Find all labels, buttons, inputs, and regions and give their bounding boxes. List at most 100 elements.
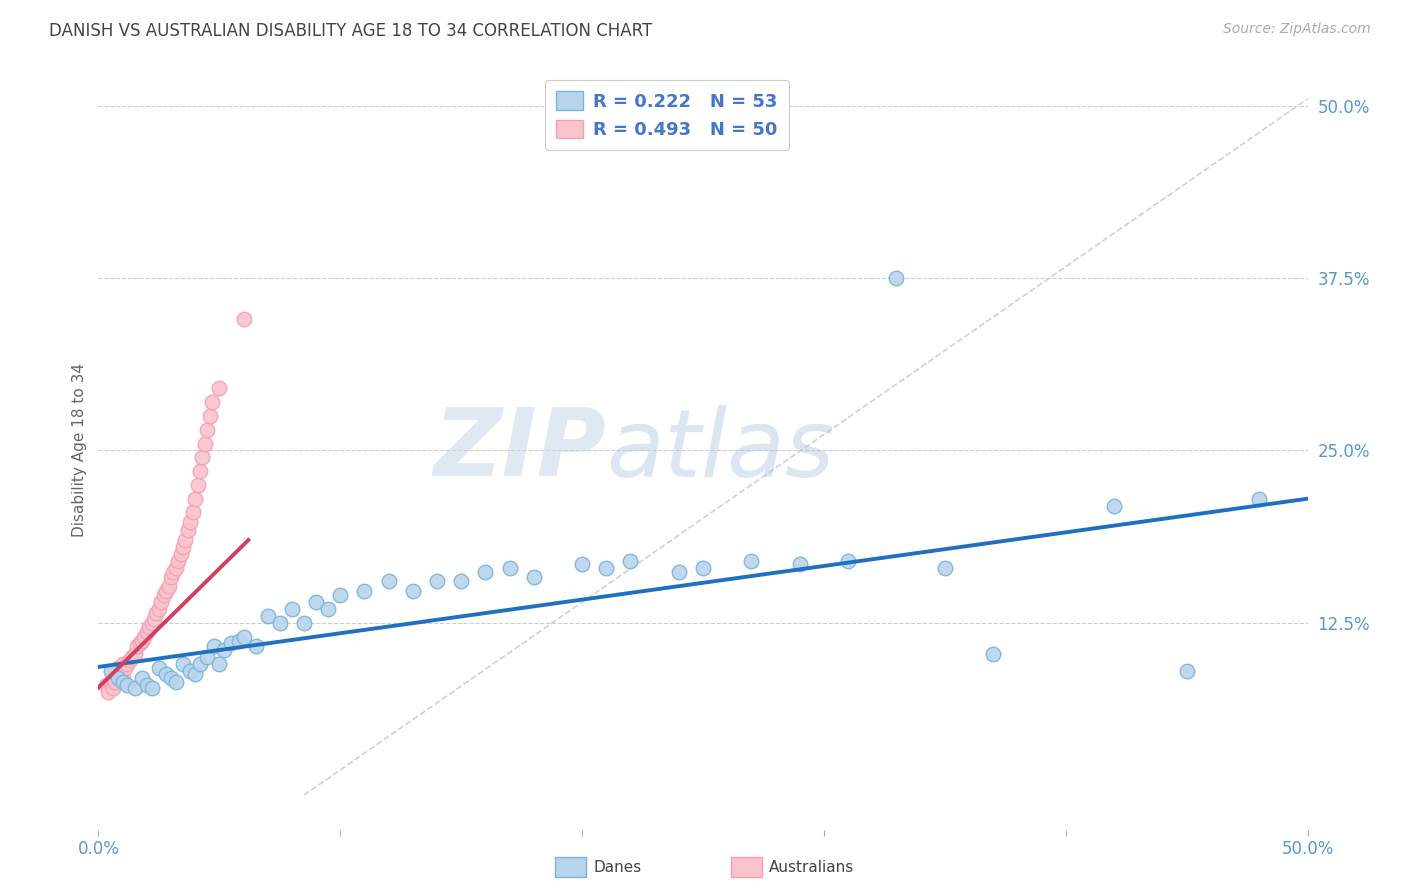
Text: ZIP: ZIP xyxy=(433,404,606,497)
Point xyxy=(121,650,143,665)
Point xyxy=(167,554,190,568)
Point xyxy=(208,657,231,672)
Point xyxy=(177,524,200,538)
Point xyxy=(124,681,146,695)
Point xyxy=(692,560,714,574)
Point xyxy=(184,666,207,681)
Point xyxy=(118,653,141,667)
Point xyxy=(124,648,146,662)
Text: Australians: Australians xyxy=(769,860,855,874)
Point xyxy=(117,657,139,672)
Point xyxy=(198,409,221,423)
Point xyxy=(157,578,180,592)
Text: Source: ZipAtlas.com: Source: ZipAtlas.com xyxy=(1223,22,1371,37)
Point xyxy=(148,602,170,616)
Point xyxy=(181,506,204,520)
Point xyxy=(107,671,129,685)
Point xyxy=(740,554,762,568)
Point xyxy=(571,557,593,571)
Point xyxy=(245,639,267,653)
Point xyxy=(232,312,254,326)
Point xyxy=(135,678,157,692)
Point xyxy=(305,595,328,609)
Point xyxy=(450,574,472,589)
Point xyxy=(111,671,134,685)
Point xyxy=(169,547,191,561)
Point xyxy=(97,684,120,698)
Point xyxy=(474,565,496,579)
Point xyxy=(155,666,177,681)
Point xyxy=(150,595,173,609)
Point xyxy=(172,657,194,672)
Point xyxy=(152,588,174,602)
Point xyxy=(204,639,226,653)
Text: atlas: atlas xyxy=(606,405,835,496)
Point xyxy=(188,464,211,478)
Point xyxy=(117,678,139,692)
Point xyxy=(221,636,243,650)
Point xyxy=(141,681,163,695)
Point xyxy=(208,381,231,395)
Y-axis label: Disability Age 18 to 34: Disability Age 18 to 34 xyxy=(72,363,87,538)
Point xyxy=(281,602,304,616)
Point xyxy=(191,450,214,465)
Point xyxy=(1249,491,1271,506)
Point xyxy=(187,478,209,492)
Point xyxy=(165,560,187,574)
Point xyxy=(114,661,136,675)
Point xyxy=(135,625,157,640)
Point xyxy=(353,584,375,599)
Point xyxy=(174,533,197,547)
Point xyxy=(148,661,170,675)
Point xyxy=(101,671,124,685)
Point xyxy=(107,661,129,675)
Point xyxy=(184,491,207,506)
Point xyxy=(619,554,641,568)
Point xyxy=(1102,499,1125,513)
Point xyxy=(128,636,150,650)
Point xyxy=(195,650,218,665)
Point xyxy=(94,678,117,692)
Point xyxy=(131,633,153,648)
Point xyxy=(934,560,956,574)
Point xyxy=(886,271,908,285)
Point xyxy=(101,681,124,695)
Point xyxy=(194,436,217,450)
Point xyxy=(212,643,235,657)
Point xyxy=(595,560,617,574)
Point xyxy=(143,612,166,626)
Point xyxy=(201,395,224,409)
Point xyxy=(269,615,291,630)
Point xyxy=(837,554,859,568)
Point xyxy=(1175,664,1198,678)
Point xyxy=(232,630,254,644)
Point xyxy=(127,639,149,653)
Text: DANISH VS AUSTRALIAN DISABILITY AGE 18 TO 34 CORRELATION CHART: DANISH VS AUSTRALIAN DISABILITY AGE 18 T… xyxy=(49,22,652,40)
Point xyxy=(138,620,160,634)
Point xyxy=(329,588,352,602)
Point xyxy=(134,630,156,644)
Point xyxy=(160,570,183,584)
Point xyxy=(145,606,167,620)
Point xyxy=(179,515,201,529)
Point xyxy=(131,671,153,685)
Point xyxy=(111,657,134,672)
Point xyxy=(160,671,183,685)
Point xyxy=(100,664,122,678)
Point xyxy=(165,675,187,690)
Point xyxy=(179,664,201,678)
Point xyxy=(155,584,177,599)
Point xyxy=(162,565,184,579)
Legend: R = 0.222   N = 53, R = 0.493   N = 50: R = 0.222 N = 53, R = 0.493 N = 50 xyxy=(544,80,789,150)
Point xyxy=(377,574,399,589)
Point xyxy=(107,666,129,681)
Point xyxy=(402,584,425,599)
Point xyxy=(498,560,520,574)
Point xyxy=(228,633,250,648)
Point xyxy=(292,615,315,630)
Point xyxy=(111,675,134,690)
Point xyxy=(256,608,278,623)
Point xyxy=(172,540,194,554)
Point xyxy=(100,675,122,690)
Point xyxy=(104,675,127,690)
